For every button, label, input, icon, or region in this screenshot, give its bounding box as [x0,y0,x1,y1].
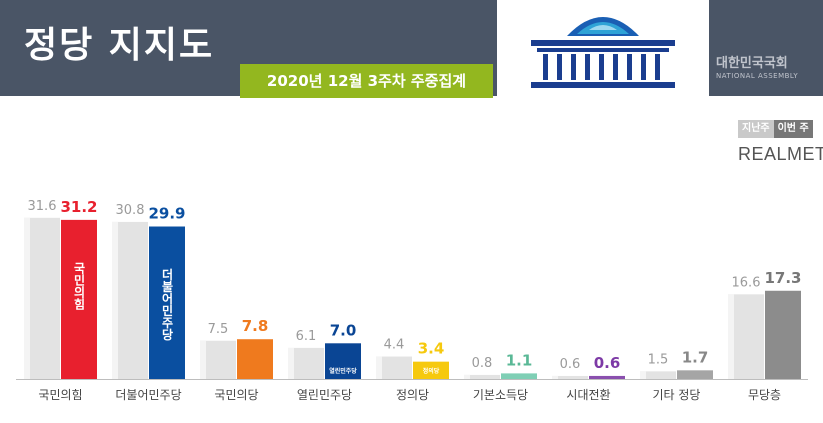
bar-prev-4 [376,356,412,379]
legend-prev-week: 지난주 [738,120,774,138]
bar-prev-highlight-5 [464,374,470,379]
value-label-prev-8: 16.6 [732,275,761,290]
value-label-prev-7: 1.5 [648,352,669,367]
survey-period-badge: 2020년 12월 3주차 주중집계 [240,64,493,98]
category-label-1: 더불어민주당 [115,388,181,402]
value-label-prev-1: 30.8 [116,203,145,218]
value-label-curr-0: 31.2 [60,198,97,216]
category-label-3: 열린민주당 [297,388,352,402]
bar-prev-highlight-4 [376,356,382,379]
assembly-emblem-panel [497,0,709,96]
bar-prev-highlight-1 [112,221,118,379]
bar-curr-3 [325,343,361,379]
bar-prev-highlight-2 [200,340,206,379]
assembly-name-en: NATIONAL ASSEMBLY [716,72,799,80]
value-label-prev-0: 31.6 [28,199,57,214]
bar-curr-4 [413,361,449,379]
category-label-0: 국민의힘 [38,388,82,402]
national-assembly-icon [531,17,675,88]
page-title: 정당 지지도 [24,25,215,66]
bar-curr-1 [149,226,185,379]
value-label-curr-3: 7.0 [330,321,357,339]
bar-prev-highlight-6 [552,375,558,379]
category-label-8: 무당층 [748,388,781,402]
category-label-4: 정의당 [396,388,429,402]
value-label-prev-3: 6.1 [296,329,317,344]
bar-party-name-3: 열린민주당 [329,367,357,375]
legend: 지난주 이번 주 [738,120,813,138]
value-label-prev-5: 0.8 [472,356,493,371]
bar-prev-highlight-0 [24,217,30,379]
value-label-prev-4: 4.4 [384,338,405,353]
bar-party-name-1: 더불어민주당 [160,267,174,341]
category-label-6: 시대전환 [566,388,610,402]
category-label-2: 국민의당 [214,388,258,402]
bar-curr-7 [677,370,713,379]
bar-party-name-4: 정의당 [423,367,440,375]
value-label-curr-7: 1.7 [682,348,709,366]
source-logo: REALMETER [738,144,823,164]
value-label-curr-2: 7.8 [242,317,269,335]
bar-prev-5 [464,374,500,379]
bar-party-name-0: 국민의힘 [72,261,86,310]
assembly-name: 대한민국국회 [716,56,788,71]
bar-curr-6 [589,375,625,379]
bar-prev-highlight-3 [288,347,294,379]
bar-prev-6 [552,375,588,379]
bar-curr-8 [765,290,801,379]
value-label-curr-5: 1.1 [506,351,533,369]
category-label-5: 기본소득당 [473,388,528,402]
value-label-prev-2: 7.5 [208,322,229,337]
bar-curr-5 [501,373,537,379]
bar-prev-7 [640,371,676,379]
bar-prev-highlight-8 [728,294,734,379]
bar-curr-2 [237,339,273,379]
value-label-curr-1: 29.9 [148,205,185,223]
legend-this-week: 이번 주 [773,120,813,138]
bar-prev-highlight-7 [640,371,646,379]
category-label-7: 기타 정당 [653,388,701,402]
bar-curr-0 [61,219,97,379]
value-label-curr-4: 3.4 [418,340,445,358]
value-label-curr-6: 0.6 [594,354,621,372]
value-label-curr-8: 17.3 [764,269,801,287]
value-label-prev-6: 0.6 [560,357,581,372]
